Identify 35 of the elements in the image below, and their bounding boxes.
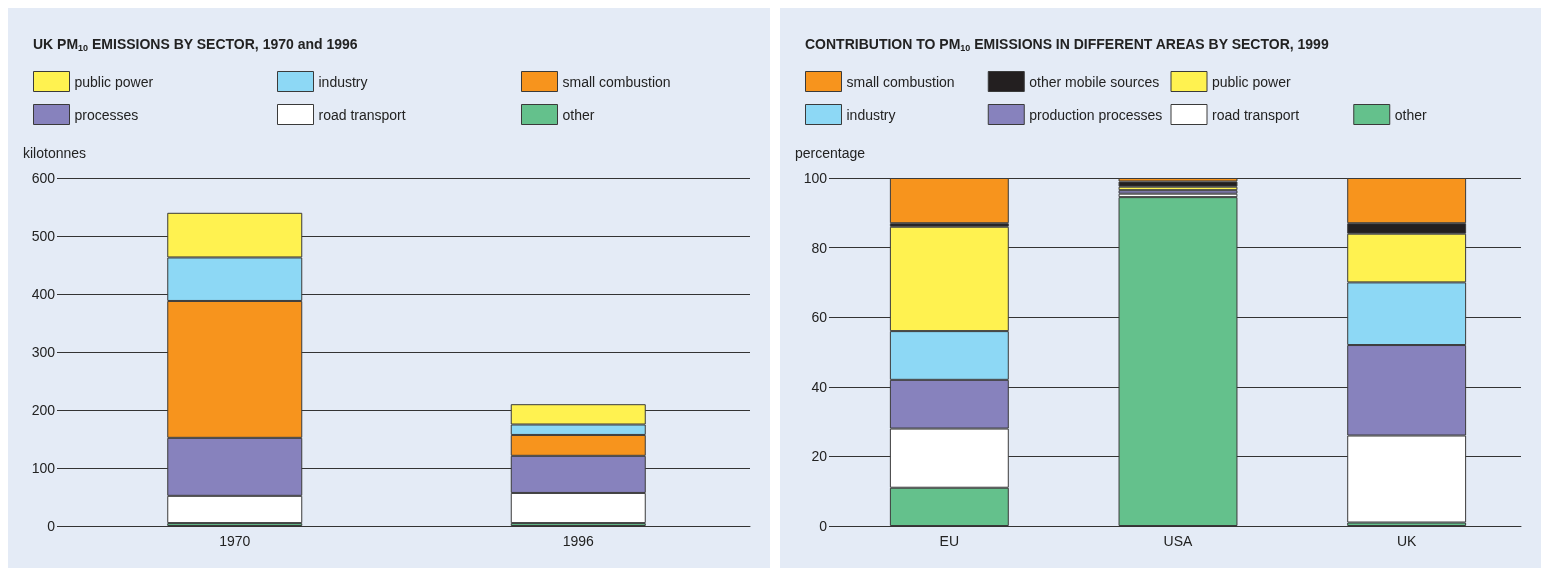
- legend-label: public power: [1212, 73, 1291, 90]
- y-tick-label: 20: [811, 448, 828, 465]
- y-tick-label: 500: [31, 228, 56, 244]
- y-tick-label: 200: [31, 402, 56, 418]
- legend-label: industry: [318, 73, 368, 90]
- y-tick-label: 60: [811, 309, 828, 326]
- x-tick-label: USA: [1163, 533, 1194, 549]
- legend-label: public power: [74, 73, 154, 90]
- x-tick-label: UK: [1396, 533, 1418, 549]
- legend-label: industry: [846, 106, 896, 123]
- bar: [1118, 190, 1238, 194]
- y-tick-label: 600: [31, 170, 56, 186]
- x-tick-label: 1996: [562, 533, 595, 549]
- legend-label: other mobile sources: [1029, 73, 1160, 90]
- x-tick-label: 1970: [219, 533, 251, 549]
- legend-label: road transport: [1212, 106, 1300, 123]
- y-tick-label: 0: [47, 518, 56, 534]
- y-tick-label: 0: [819, 518, 828, 534]
- y-tick-label: 400: [31, 286, 56, 302]
- y-tick-label: 100: [31, 460, 56, 476]
- y-tick-label: 300: [31, 344, 56, 360]
- legend-label: processes: [74, 106, 139, 123]
- legend-label: other: [562, 106, 595, 123]
- y-axis-title: percentage: [795, 145, 866, 161]
- legend-label: small combustion: [562, 73, 671, 90]
- legend-label: other: [1394, 106, 1427, 123]
- x-tick-label: EU: [939, 533, 960, 549]
- legend-label: production processes: [1029, 106, 1163, 123]
- y-tick-label: 80: [811, 239, 828, 256]
- y-axis-title: kilotonnes: [23, 145, 87, 161]
- legend-label: road transport: [318, 106, 406, 123]
- bar: [1118, 181, 1238, 187]
- y-tick-label: 40: [811, 378, 828, 395]
- legend-label: small combustion: [846, 73, 955, 90]
- y-tick-label: 100: [803, 170, 828, 186]
